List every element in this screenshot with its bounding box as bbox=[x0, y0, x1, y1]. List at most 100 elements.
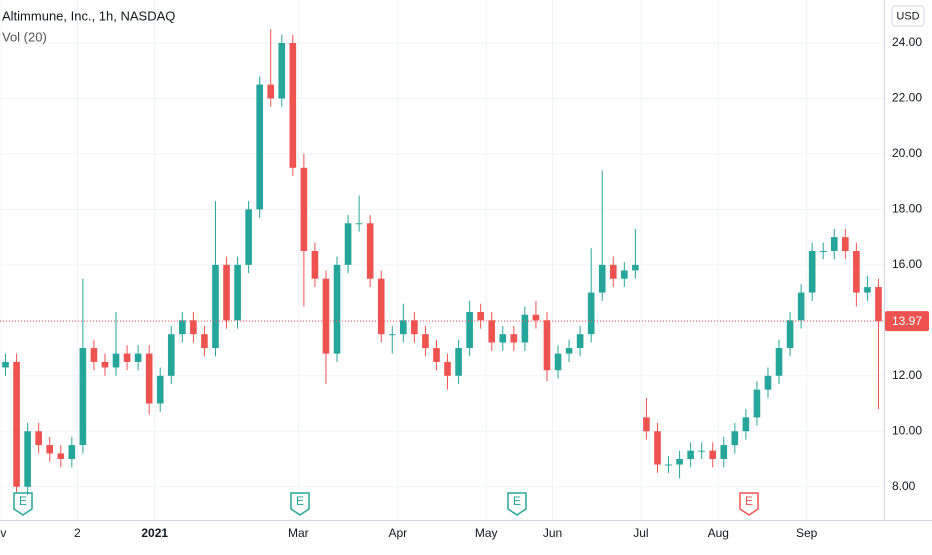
candle-body bbox=[786, 320, 794, 349]
candle-body bbox=[676, 458, 683, 465]
candle-body bbox=[731, 431, 739, 446]
candle-body bbox=[742, 417, 750, 432]
candle-body bbox=[2, 361, 9, 368]
last-price-box bbox=[885, 311, 929, 332]
candle-body bbox=[245, 209, 252, 265]
candle-body bbox=[455, 348, 462, 376]
candle-body bbox=[411, 320, 418, 335]
candle-body bbox=[775, 348, 783, 376]
earnings-text: E bbox=[296, 494, 304, 508]
candle-body bbox=[145, 353, 153, 404]
candle-body bbox=[267, 84, 275, 99]
candle-body bbox=[797, 292, 805, 321]
candle-body bbox=[156, 375, 164, 404]
candle-body bbox=[123, 353, 131, 362]
candle-body bbox=[687, 450, 694, 459]
candle-body bbox=[864, 287, 871, 293]
candle-body bbox=[444, 361, 451, 376]
candle-body bbox=[256, 84, 263, 210]
candle-body bbox=[609, 264, 617, 279]
candle-body bbox=[190, 320, 197, 335]
y-tick-label: 10.00 bbox=[892, 423, 922, 437]
candle-body bbox=[344, 223, 352, 265]
candle-body bbox=[278, 42, 286, 99]
x-tick-label: Sep bbox=[796, 526, 818, 540]
x-tick-label: Jun bbox=[543, 526, 562, 540]
candle-body bbox=[24, 431, 31, 487]
candle-body bbox=[366, 223, 374, 279]
candle-body bbox=[179, 320, 186, 335]
candle-body bbox=[488, 320, 496, 343]
candle-body bbox=[223, 264, 230, 321]
candle-body bbox=[167, 334, 175, 376]
candle-body bbox=[466, 312, 473, 349]
candle-body bbox=[134, 353, 142, 362]
candle-body bbox=[311, 250, 319, 279]
last-price-label: 13.97 bbox=[892, 314, 922, 328]
candle-body bbox=[720, 445, 728, 459]
candle-body bbox=[13, 361, 20, 487]
earnings-marker[interactable] bbox=[13, 492, 33, 516]
candle-body bbox=[665, 464, 672, 466]
candle-body bbox=[300, 167, 308, 251]
candle-body bbox=[532, 314, 540, 321]
candle-body bbox=[57, 453, 65, 459]
earnings-markers: E E E E bbox=[13, 492, 759, 516]
candle-body bbox=[234, 264, 241, 321]
candle-body bbox=[643, 417, 650, 432]
candle-body bbox=[477, 312, 484, 321]
volume-label: Vol (20) bbox=[2, 29, 47, 44]
candle-body bbox=[764, 375, 772, 390]
candle-body bbox=[510, 334, 518, 343]
candle-body bbox=[565, 348, 573, 354]
y-tick-label: 8.00 bbox=[892, 479, 916, 493]
x-tick-label: May bbox=[475, 526, 498, 540]
candle-body bbox=[753, 389, 761, 418]
y-tick-label: 12.00 bbox=[892, 368, 922, 382]
candle-body bbox=[46, 445, 54, 454]
candle-body bbox=[709, 450, 717, 459]
y-tick-label: 16.00 bbox=[892, 257, 922, 271]
candle-body bbox=[842, 237, 849, 251]
candle-body bbox=[79, 348, 87, 446]
candle-body bbox=[212, 264, 219, 349]
candle-body bbox=[400, 320, 407, 335]
chart-title: Altimmune, Inc., 1h, NASDAQ bbox=[2, 8, 175, 23]
currency-box[interactable] bbox=[891, 5, 925, 27]
candle-body bbox=[112, 353, 120, 368]
earnings-text: E bbox=[513, 494, 521, 508]
candle-body bbox=[808, 250, 816, 293]
y-tick-label: 20.00 bbox=[892, 146, 922, 160]
candle-body bbox=[355, 223, 363, 225]
earnings-marker[interactable] bbox=[290, 492, 310, 516]
candle-body bbox=[422, 334, 429, 349]
y-tick-label: 24.00 bbox=[892, 35, 922, 49]
candle-body bbox=[853, 250, 860, 293]
y-tick-label: 22.00 bbox=[892, 91, 922, 105]
candle-body bbox=[554, 353, 562, 371]
x-tick-label: Jul bbox=[633, 526, 648, 540]
candle-body bbox=[654, 431, 661, 465]
candle-body bbox=[377, 278, 385, 335]
candle-body bbox=[289, 42, 297, 168]
candle-body bbox=[68, 445, 76, 459]
x-tick-label: Aug bbox=[708, 526, 729, 540]
candle-body bbox=[90, 348, 98, 362]
candle-body bbox=[576, 334, 584, 349]
candle-body bbox=[632, 264, 639, 271]
candle-body bbox=[621, 270, 628, 279]
candle-body bbox=[433, 348, 440, 362]
candle-body bbox=[101, 361, 109, 368]
earnings-marker[interactable] bbox=[507, 492, 527, 516]
earnings-marker[interactable] bbox=[739, 492, 759, 516]
earnings-text: E bbox=[745, 494, 753, 508]
x-tick-label: ov bbox=[0, 526, 6, 540]
x-tick-label: 2021 bbox=[141, 526, 168, 540]
candle-body bbox=[598, 264, 606, 293]
earnings-text: E bbox=[19, 494, 27, 508]
currency: USD bbox=[896, 10, 919, 22]
x-tick-label: 2 bbox=[74, 526, 81, 540]
